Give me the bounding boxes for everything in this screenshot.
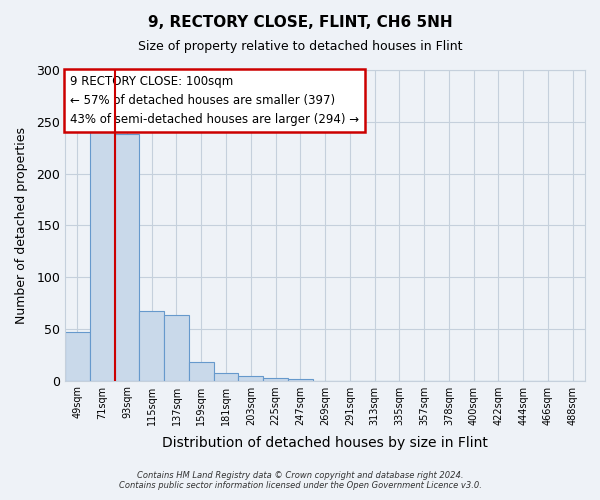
Bar [263, 378, 288, 380]
Bar [164, 316, 189, 380]
Bar [238, 376, 263, 380]
Bar [214, 374, 238, 380]
Bar [189, 362, 214, 380]
X-axis label: Distribution of detached houses by size in Flint: Distribution of detached houses by size … [162, 436, 488, 450]
Y-axis label: Number of detached properties: Number of detached properties [15, 127, 28, 324]
Bar [139, 311, 164, 380]
Text: Size of property relative to detached houses in Flint: Size of property relative to detached ho… [138, 40, 462, 53]
Text: 9, RECTORY CLOSE, FLINT, CH6 5NH: 9, RECTORY CLOSE, FLINT, CH6 5NH [148, 15, 452, 30]
Text: 9 RECTORY CLOSE: 100sqm
← 57% of detached houses are smaller (397)
43% of semi-d: 9 RECTORY CLOSE: 100sqm ← 57% of detache… [70, 74, 359, 126]
Bar [115, 134, 139, 380]
Bar [65, 332, 90, 380]
Bar [90, 120, 115, 380]
Text: Contains HM Land Registry data © Crown copyright and database right 2024.
Contai: Contains HM Land Registry data © Crown c… [119, 470, 481, 490]
